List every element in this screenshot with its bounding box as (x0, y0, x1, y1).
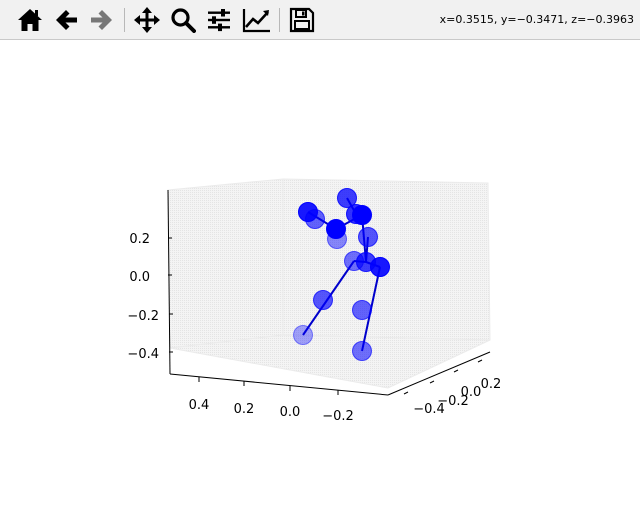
floppy-disk-icon (289, 7, 315, 33)
axis-lines (167, 189, 491, 396)
floor-pane (169, 334, 491, 389)
joint-marker (293, 325, 313, 345)
x-tick-mark (429, 380, 435, 384)
joint-marker (352, 300, 372, 320)
x-tick-label: 0.2 (481, 377, 502, 392)
x-tick-mark (453, 369, 459, 373)
z-axis-line (167, 189, 171, 375)
plot-canvas[interactable]: 0.2 0.0 −0.2 −0.4 0.4 0.2 0.0 −0.2 −0.4 … (0, 40, 640, 520)
z-tick-label: −0.2 (127, 309, 159, 324)
tick-labels: 0.2 0.0 −0.2 −0.4 0.4 0.2 0.0 −0.2 −0.4 … (127, 232, 501, 424)
z-tick-label: −0.4 (127, 347, 159, 362)
magnifier-icon (171, 8, 196, 33)
arrow-right-icon (91, 10, 112, 30)
toolbar: x=0.3515, y=−0.3471, z=−0.3963 (0, 0, 640, 40)
joint-marker (352, 341, 372, 361)
y-tick-label: 0.2 (234, 402, 255, 417)
home-icon (18, 9, 42, 31)
x-tick-label: −0.2 (437, 394, 469, 409)
save-button[interactable] (286, 4, 318, 36)
z-tick-label: 0.2 (129, 232, 150, 247)
home-button[interactable] (14, 4, 46, 36)
forward-button[interactable] (86, 4, 118, 36)
x-tick-label: −0.4 (413, 402, 445, 417)
sliders-icon (208, 9, 230, 32)
joint-marker (337, 188, 357, 208)
edit-axis-button[interactable] (241, 4, 273, 36)
move-icon (134, 7, 160, 33)
joint-marker (358, 227, 378, 247)
toolbar-separator (124, 8, 125, 32)
line-chart-icon (242, 9, 270, 33)
z-tick-label: 0.0 (129, 270, 150, 285)
joint-marker (326, 219, 346, 239)
pan-button[interactable] (131, 4, 163, 36)
axes-panes (167, 178, 491, 389)
x-axis-line (387, 351, 491, 396)
cursor-coordinates: x=0.3515, y=−0.3471, z=−0.3963 (439, 13, 634, 26)
left-pane (167, 178, 284, 349)
y-tick-label: 0.0 (280, 405, 301, 420)
y-tick-label: 0.4 (189, 398, 210, 413)
toolbar-separator (279, 8, 280, 32)
configure-subplots-button[interactable] (203, 4, 235, 36)
arrow-left-icon (56, 10, 77, 30)
zoom-button[interactable] (167, 4, 199, 36)
joint-marker (370, 257, 390, 277)
joint-marker (327, 229, 347, 249)
joint-marker (305, 209, 325, 229)
y-tick-label: −0.2 (322, 409, 354, 424)
joint-marker (313, 290, 333, 310)
skeleton-joints (293, 188, 390, 361)
joint-marker (352, 205, 372, 225)
x-tick-label: 0.0 (461, 385, 482, 400)
y-axis-line (169, 373, 389, 396)
x-tick-mark (477, 359, 483, 363)
back-button[interactable] (50, 4, 82, 36)
tick-marks (168, 237, 483, 395)
x-tick-mark (403, 391, 409, 395)
